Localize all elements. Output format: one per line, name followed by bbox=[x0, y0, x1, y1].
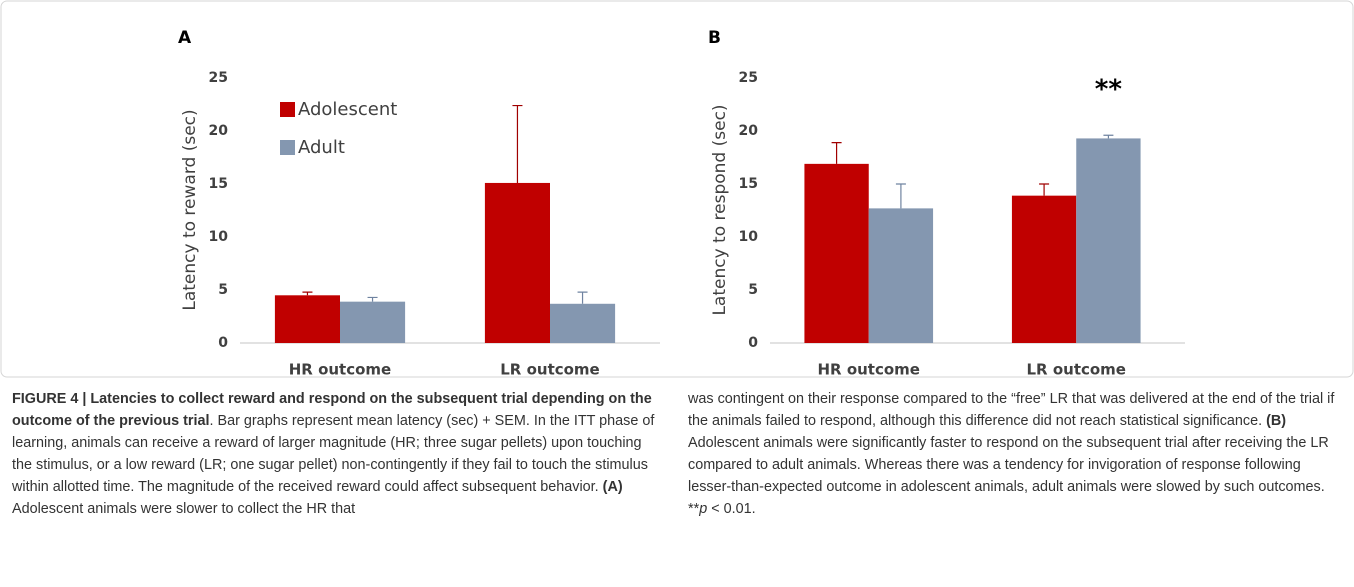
y-tick-label: 20 bbox=[209, 123, 229, 139]
bar bbox=[484, 182, 550, 343]
caption-text: . Bar graphs represent mean latency (sec… bbox=[12, 413, 655, 495]
bar bbox=[1011, 195, 1077, 343]
error-bar bbox=[577, 291, 588, 304]
error-bar bbox=[895, 183, 906, 209]
y-tick-label: 25 bbox=[209, 70, 228, 86]
y-tick-label: 15 bbox=[209, 176, 228, 192]
bar bbox=[804, 163, 869, 343]
significance-annotation: ** bbox=[1095, 75, 1123, 105]
caption-text: < 0.01. bbox=[707, 501, 756, 517]
caption-column: FIGURE 4 | Latencies to collect reward a… bbox=[12, 388, 664, 520]
legend-label: Adult bbox=[298, 137, 345, 158]
x-tick-label: LR outcome bbox=[500, 361, 600, 379]
caption-text: (B) bbox=[1266, 413, 1287, 429]
error-bar bbox=[1039, 183, 1050, 196]
error-bar bbox=[512, 104, 523, 183]
panel-label: B bbox=[708, 28, 721, 48]
legend-label: Adolescent bbox=[298, 99, 397, 120]
y-tick-label: 5 bbox=[748, 282, 758, 298]
bar bbox=[1076, 138, 1141, 343]
y-axis-label: Latency to reward (sec) bbox=[180, 109, 200, 310]
error-bar bbox=[302, 291, 313, 296]
y-axis-label: Latency to respond (sec) bbox=[710, 104, 730, 315]
error-bar bbox=[1103, 134, 1114, 139]
y-tick-label: 20 bbox=[739, 123, 759, 139]
bar bbox=[868, 208, 934, 343]
bar bbox=[550, 303, 616, 343]
error-bar bbox=[367, 296, 378, 302]
caption-column: was contingent on their response compare… bbox=[688, 388, 1340, 520]
bar bbox=[274, 295, 340, 343]
figure: A Latency to reward (sec) 0 5 10 15 20 25 HR out… bbox=[0, 0, 1354, 379]
y-tick-label: 25 bbox=[739, 70, 758, 86]
y-tick-label: 5 bbox=[218, 282, 228, 298]
caption-text: Adolescent animals were significantly fa… bbox=[688, 435, 1329, 517]
x-tick-label: HR outcome bbox=[289, 361, 391, 379]
legend-swatch bbox=[280, 102, 295, 117]
legend-swatch bbox=[280, 140, 295, 155]
caption-text: (A) bbox=[602, 479, 623, 495]
figure-frame bbox=[0, 0, 1354, 378]
caption-text: Adolescent animals were slower to collec… bbox=[12, 501, 356, 517]
caption-text: p bbox=[699, 501, 708, 517]
y-tick-label: 10 bbox=[209, 229, 229, 245]
error-bar bbox=[831, 142, 842, 164]
x-tick-label: LR outcome bbox=[1027, 361, 1127, 379]
y-tick-label: 15 bbox=[739, 176, 758, 192]
y-tick-label: 10 bbox=[739, 229, 759, 245]
y-tick-label: 0 bbox=[748, 335, 758, 351]
y-tick-label: 0 bbox=[218, 335, 228, 351]
x-tick-label: HR outcome bbox=[818, 361, 920, 379]
caption-text: was contingent on their response compare… bbox=[688, 391, 1335, 429]
caption-text: FIGURE 4 | Latencies to collect reward a… bbox=[12, 391, 652, 429]
bar bbox=[340, 301, 406, 343]
panel-label: A bbox=[178, 28, 192, 48]
